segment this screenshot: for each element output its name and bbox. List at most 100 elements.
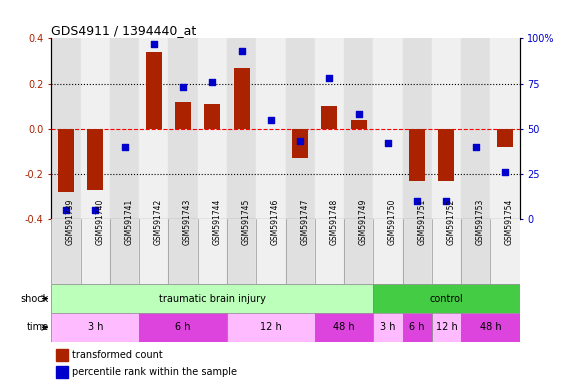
Text: GSM591744: GSM591744 [212,199,222,245]
Bar [403,219,432,284]
Text: traumatic brain injury: traumatic brain injury [159,293,266,304]
Bar [373,313,403,342]
Text: GSM591739: GSM591739 [66,199,75,245]
Bar [286,38,315,219]
Text: GDS4911 / 1394440_at: GDS4911 / 1394440_at [51,24,196,37]
Bar [490,38,520,219]
Text: GSM591750: GSM591750 [388,199,397,245]
Bar [146,52,162,129]
Bar [315,38,344,219]
Point [237,48,246,54]
Point [413,198,422,204]
Text: GSM591752: GSM591752 [447,199,456,245]
Bar [168,219,198,284]
Text: GSM591746: GSM591746 [271,199,280,245]
Text: GSM591753: GSM591753 [476,199,485,245]
Bar [373,284,520,313]
Point [91,207,100,213]
Bar [198,219,227,284]
Bar [204,104,220,129]
Text: GSM591741: GSM591741 [124,199,134,245]
Bar [51,313,139,342]
Text: GSM591742: GSM591742 [154,199,163,245]
Bar [227,313,315,342]
Text: GSM591754: GSM591754 [505,199,514,245]
Point [120,144,129,150]
Bar [234,68,250,129]
Text: time: time [26,322,49,333]
Bar [432,38,461,219]
Bar [81,219,110,284]
Bar [168,38,198,219]
Bar [432,313,461,342]
Bar [227,38,256,219]
Text: 6 h: 6 h [175,322,191,333]
Bar [87,129,103,190]
Point [266,117,275,123]
Point [354,111,363,117]
Point [442,198,451,204]
Text: percentile rank within the sample: percentile rank within the sample [73,367,238,377]
Bar [461,219,490,284]
Point [500,169,509,175]
Text: GSM591749: GSM591749 [359,199,368,245]
Bar [256,38,286,219]
Text: 48 h: 48 h [333,322,355,333]
Bar [139,38,168,219]
Bar [409,129,425,180]
Point [325,75,334,81]
Bar [51,38,81,219]
Bar [139,219,168,284]
Bar [315,313,373,342]
Text: shock: shock [21,293,49,304]
Bar [321,106,337,129]
Point [62,207,71,213]
Text: GSM591743: GSM591743 [183,199,192,245]
Bar [110,219,139,284]
Bar [461,313,520,342]
Bar [110,38,139,219]
Text: GSM591751: GSM591751 [417,199,426,245]
Point [179,84,188,90]
Bar [403,38,432,219]
Text: 48 h: 48 h [480,322,501,333]
Bar [175,101,191,129]
Point [149,41,158,47]
Point [296,138,305,144]
Bar [51,284,373,313]
Bar [497,129,513,147]
Bar [286,219,315,284]
Bar [256,219,286,284]
Text: control: control [429,293,463,304]
Text: GSM591747: GSM591747 [300,199,309,245]
Text: 12 h: 12 h [436,322,457,333]
Text: transformed count: transformed count [73,350,163,360]
Bar [292,129,308,158]
Bar [198,38,227,219]
Bar [227,219,256,284]
Point [208,79,217,85]
Text: GSM591748: GSM591748 [329,199,339,245]
Bar [373,219,403,284]
Bar [139,313,227,342]
Bar [403,313,432,342]
Bar [432,219,461,284]
Text: 6 h: 6 h [409,322,425,333]
Text: GSM591740: GSM591740 [95,199,104,245]
Text: 3 h: 3 h [380,322,396,333]
Bar [351,120,367,129]
Text: 12 h: 12 h [260,322,282,333]
Bar [344,219,373,284]
Bar [490,219,520,284]
Bar [81,38,110,219]
Bar [373,38,403,219]
Bar [439,129,455,180]
Bar [56,366,68,379]
Point [383,140,392,146]
Bar [58,129,74,192]
Bar [51,219,81,284]
Bar [315,219,344,284]
Bar [56,349,68,361]
Point [471,144,480,150]
Text: GSM591745: GSM591745 [242,199,251,245]
